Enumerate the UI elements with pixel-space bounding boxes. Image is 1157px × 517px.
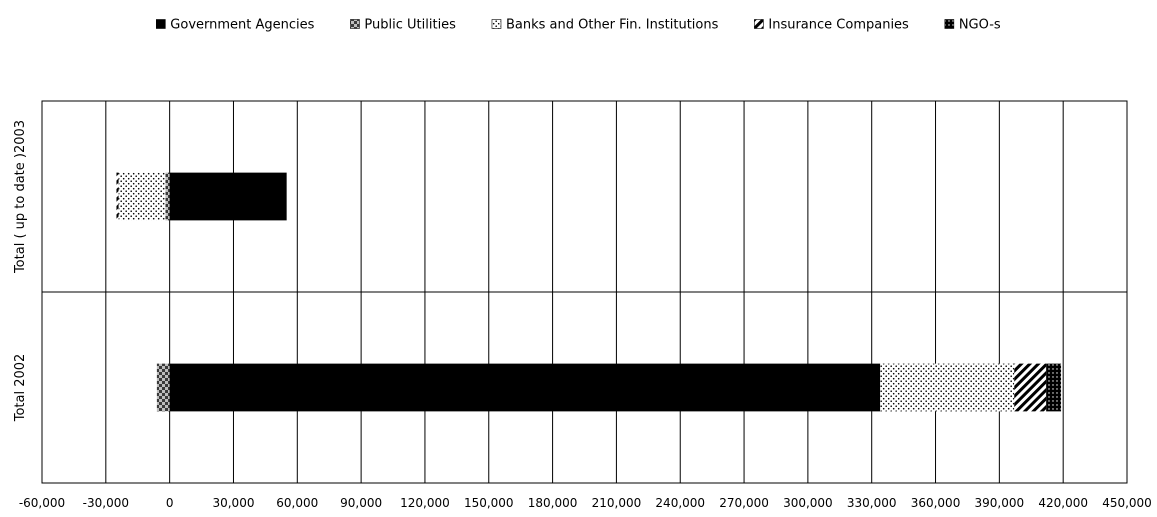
legend-swatch <box>944 19 955 29</box>
legend-label: NGO-s <box>959 18 1001 33</box>
legend: Government Agencies Public Utilities Banks… <box>156 18 1001 33</box>
y-category-label: Total 2002 <box>13 354 28 423</box>
legend-swatch <box>350 19 360 29</box>
x-tick-label: 360,000 <box>911 496 961 510</box>
y-category-label: Total ( up to date )2003 <box>13 120 28 274</box>
x-tick-label: -30,000 <box>83 496 129 510</box>
x-tick-label: 390,000 <box>975 496 1025 510</box>
bar-public-utilities <box>156 363 170 412</box>
legend-label: Public Utilities <box>364 18 456 33</box>
bar-ngo-s <box>1046 363 1062 412</box>
x-tick-label: 60,000 <box>276 496 318 510</box>
bar-banks-and-other-fin-institutions <box>118 172 166 221</box>
legend-item-insurance-companies: Insurance Companies <box>754 18 909 33</box>
bar-government-agencies <box>169 363 881 412</box>
x-tick-label: 270,000 <box>719 496 769 510</box>
legend-item-banks-and-other-fin-institutions: Banks and Other Fin. Institutions <box>491 18 719 33</box>
legend-label: Insurance Companies <box>768 18 909 33</box>
legend-swatch <box>156 19 166 29</box>
x-tick-label: 0 <box>166 496 174 510</box>
y-axis-category-labels: Total ( up to date )2003 Total 2002 <box>13 120 28 422</box>
legend-item-public-utilities: Public Utilities <box>350 18 456 33</box>
bar-government-agencies <box>169 172 287 221</box>
x-tick-label: 240,000 <box>655 496 705 510</box>
bars <box>116 172 1062 412</box>
x-axis-ticks: -60,000 -30,000 0 30,000 60,000 90,000 120,000… <box>19 496 1152 510</box>
legend-swatch <box>754 19 764 29</box>
x-tick-label: 300,000 <box>783 496 833 510</box>
x-tick-label: 120,000 <box>400 496 450 510</box>
legend-label: Government Agencies <box>170 18 314 33</box>
bar-insurance-companies <box>1014 363 1047 412</box>
x-tick-label: 420,000 <box>1038 496 1088 510</box>
legend-item-government-agencies: Government Agencies <box>156 18 315 33</box>
x-tick-label: 210,000 <box>592 496 642 510</box>
x-tick-label: 330,000 <box>847 496 897 510</box>
legend-swatch <box>491 19 502 29</box>
bar-banks-and-other-fin-institutions <box>880 363 1015 412</box>
x-tick-label: 180,000 <box>528 496 578 510</box>
bar-public-utilities <box>165 172 170 221</box>
gridlines <box>42 101 1127 483</box>
x-tick-label: 150,000 <box>464 496 514 510</box>
legend-item-ngo-s: NGO-s <box>944 18 1001 33</box>
legend-label: Banks and Other Fin. Institutions <box>506 18 719 33</box>
x-tick-label: 450,000 <box>1102 496 1152 510</box>
x-tick-label: 30,000 <box>212 496 254 510</box>
x-tick-label: -60,000 <box>19 496 65 510</box>
x-tick-label: 90,000 <box>340 496 382 510</box>
bar-insurance-companies <box>116 172 119 221</box>
